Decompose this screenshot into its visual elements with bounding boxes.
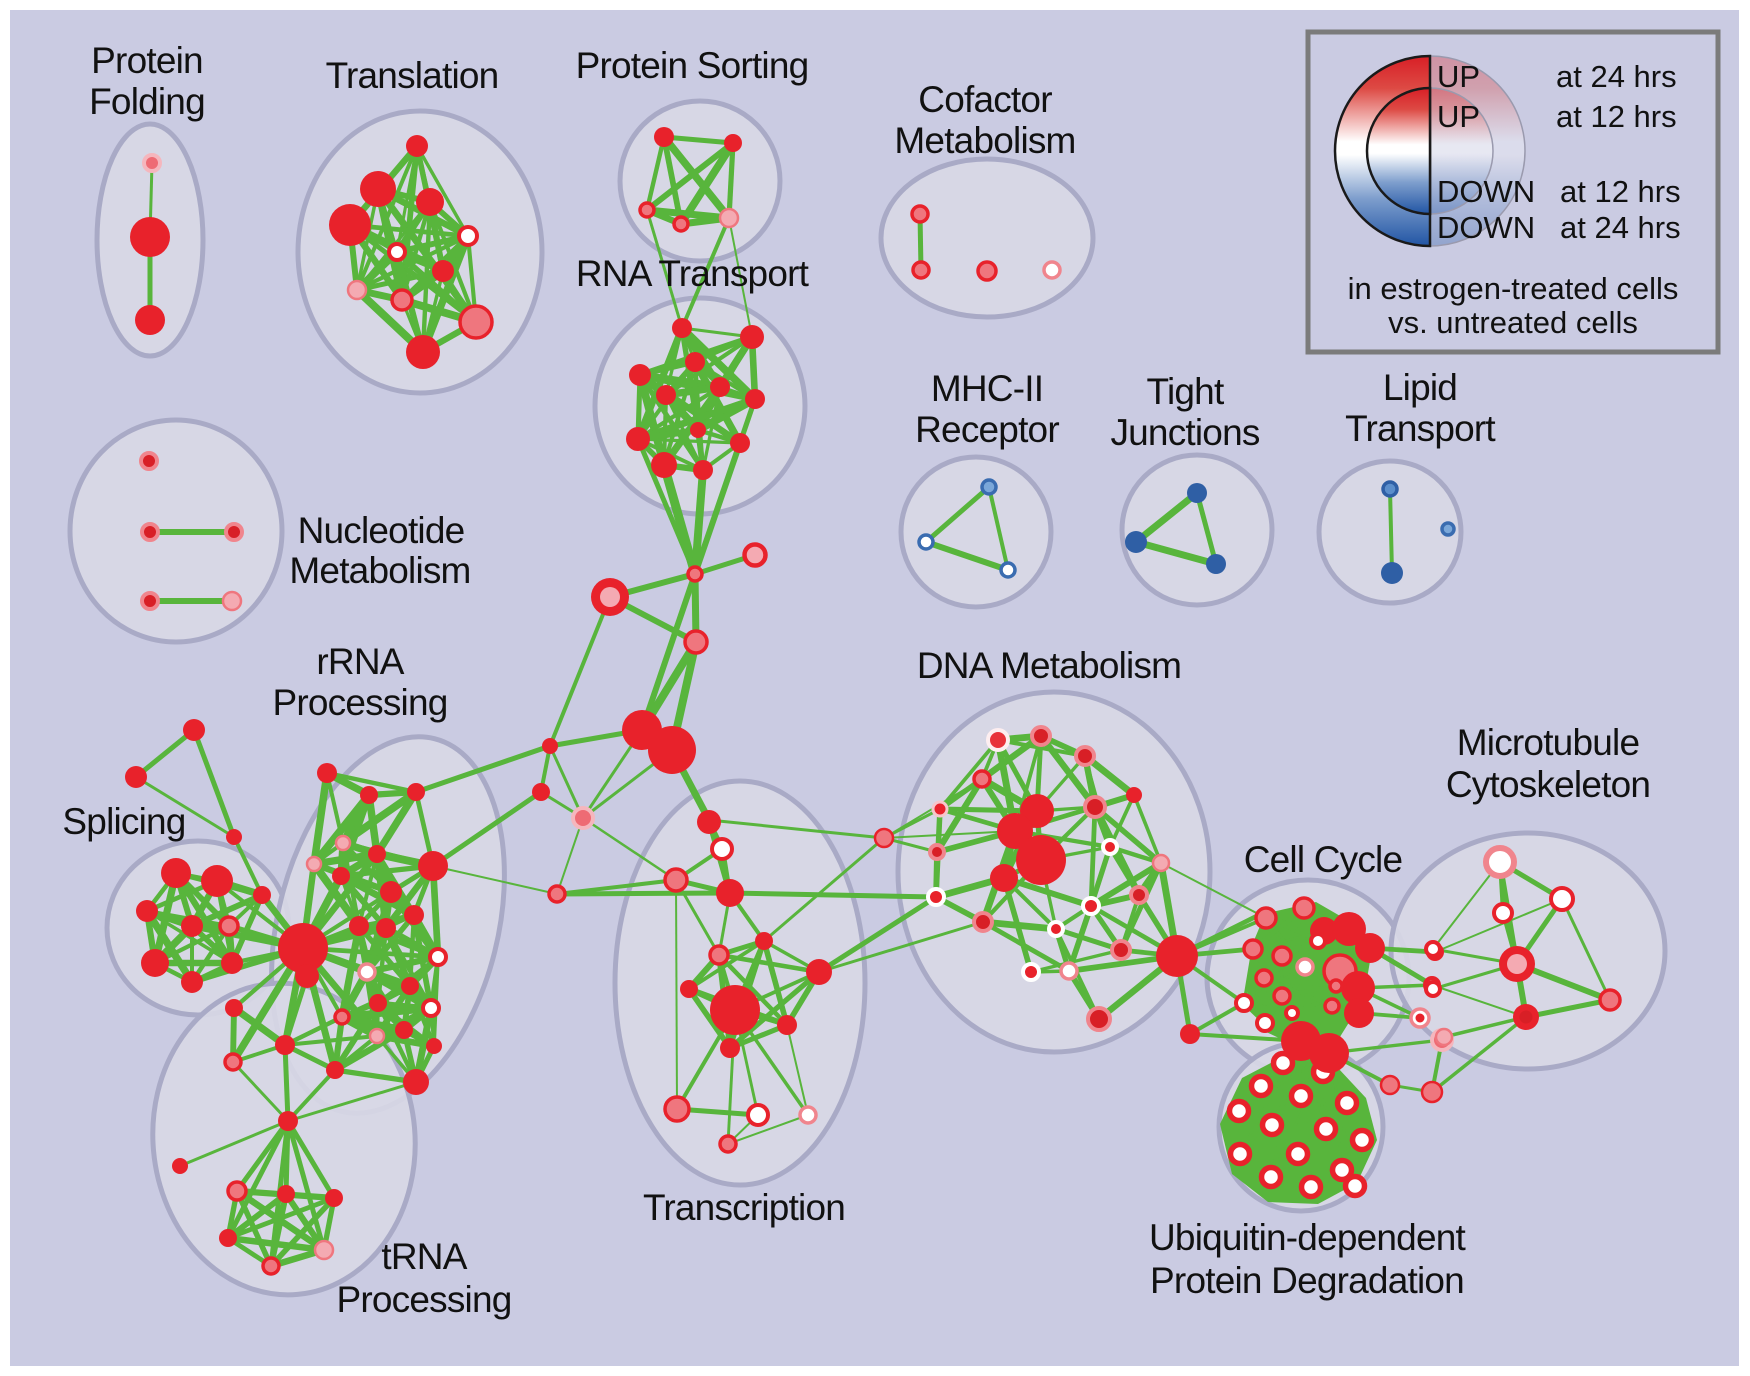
svg-text:vs. untreated cells: vs. untreated cells: [1388, 305, 1638, 340]
svg-text:Cofactor: Cofactor: [918, 79, 1052, 120]
svg-text:Nucleotide: Nucleotide: [298, 510, 465, 551]
svg-text:Protein Degradation: Protein Degradation: [1150, 1260, 1464, 1301]
svg-text:UP: UP: [1437, 99, 1480, 134]
svg-text:UP: UP: [1437, 59, 1480, 94]
svg-text:Cytoskeleton: Cytoskeleton: [1446, 764, 1650, 805]
svg-text:in estrogen-treated cells: in estrogen-treated cells: [1348, 271, 1679, 306]
svg-text:at 12 hrs: at 12 hrs: [1556, 99, 1677, 134]
svg-text:Transcription: Transcription: [643, 1187, 845, 1228]
svg-text:Cell Cycle: Cell Cycle: [1244, 839, 1403, 880]
svg-text:Folding: Folding: [89, 81, 205, 122]
svg-text:rRNA: rRNA: [316, 641, 404, 682]
svg-text:Junctions: Junctions: [1110, 412, 1259, 453]
svg-text:Tight: Tight: [1147, 371, 1225, 412]
svg-text:Lipid: Lipid: [1383, 367, 1457, 408]
svg-text:Metabolism: Metabolism: [289, 550, 470, 591]
svg-text:at 24 hrs: at 24 hrs: [1556, 59, 1677, 94]
svg-text:at 24 hrs: at 24 hrs: [1560, 210, 1681, 245]
svg-text:DOWN: DOWN: [1437, 174, 1535, 209]
svg-text:DOWN: DOWN: [1437, 210, 1535, 245]
svg-text:Ubiquitin-dependent: Ubiquitin-dependent: [1149, 1217, 1467, 1258]
svg-text:Microtubule: Microtubule: [1457, 722, 1639, 763]
svg-text:Splicing: Splicing: [62, 801, 185, 842]
svg-text:tRNA: tRNA: [381, 1236, 467, 1277]
svg-text:Protein: Protein: [91, 40, 203, 81]
svg-text:Metabolism: Metabolism: [894, 120, 1075, 161]
svg-text:Processing: Processing: [272, 682, 447, 723]
svg-text:MHC-II: MHC-II: [931, 368, 1043, 409]
svg-text:Protein Sorting: Protein Sorting: [576, 45, 809, 86]
svg-text:Transport: Transport: [1345, 408, 1496, 449]
svg-text:Receptor: Receptor: [915, 409, 1059, 450]
svg-text:at 12 hrs: at 12 hrs: [1560, 174, 1681, 209]
svg-text:RNA Transport: RNA Transport: [576, 253, 810, 294]
svg-text:DNA Metabolism: DNA Metabolism: [917, 645, 1181, 686]
svg-text:Processing: Processing: [336, 1279, 511, 1320]
svg-text:Translation: Translation: [326, 55, 499, 96]
